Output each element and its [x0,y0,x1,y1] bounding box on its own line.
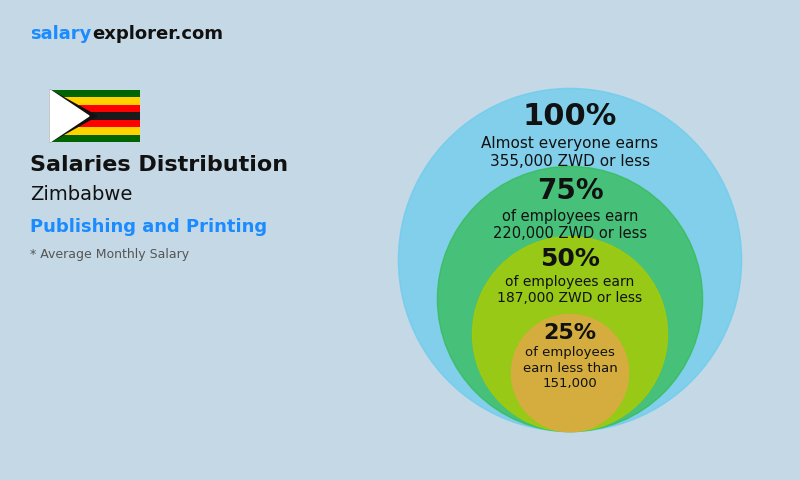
Polygon shape [50,90,89,142]
Text: of employees earn: of employees earn [506,275,634,288]
Bar [50,112,140,120]
Text: Zimbabwe: Zimbabwe [30,185,132,204]
Text: 75%: 75% [537,178,603,205]
Bar [50,90,140,97]
Circle shape [473,237,667,432]
Text: 50%: 50% [540,247,600,271]
Text: 151,000: 151,000 [542,377,598,390]
Bar [50,120,140,127]
Bar [50,97,140,105]
Bar [50,105,140,112]
Circle shape [438,167,702,432]
Text: salary: salary [30,25,91,43]
Polygon shape [50,90,97,142]
Text: earn less than: earn less than [522,362,618,375]
Text: Salaries Distribution: Salaries Distribution [30,155,288,175]
Text: Almost everyone earns: Almost everyone earns [482,136,658,151]
Text: 25%: 25% [543,323,597,343]
Bar [50,127,140,134]
Circle shape [511,314,629,432]
Text: of employees earn: of employees earn [502,209,638,224]
Text: explorer.com: explorer.com [92,25,223,43]
Text: of employees: of employees [525,346,615,359]
Text: * Average Monthly Salary: * Average Monthly Salary [30,248,189,261]
Text: 355,000 ZWD or less: 355,000 ZWD or less [490,154,650,169]
Text: 100%: 100% [523,102,617,131]
Text: Publishing and Printing: Publishing and Printing [30,218,267,236]
Text: 187,000 ZWD or less: 187,000 ZWD or less [498,290,642,305]
Text: 220,000 ZWD or less: 220,000 ZWD or less [493,226,647,241]
Circle shape [398,88,742,432]
Bar [50,134,140,142]
